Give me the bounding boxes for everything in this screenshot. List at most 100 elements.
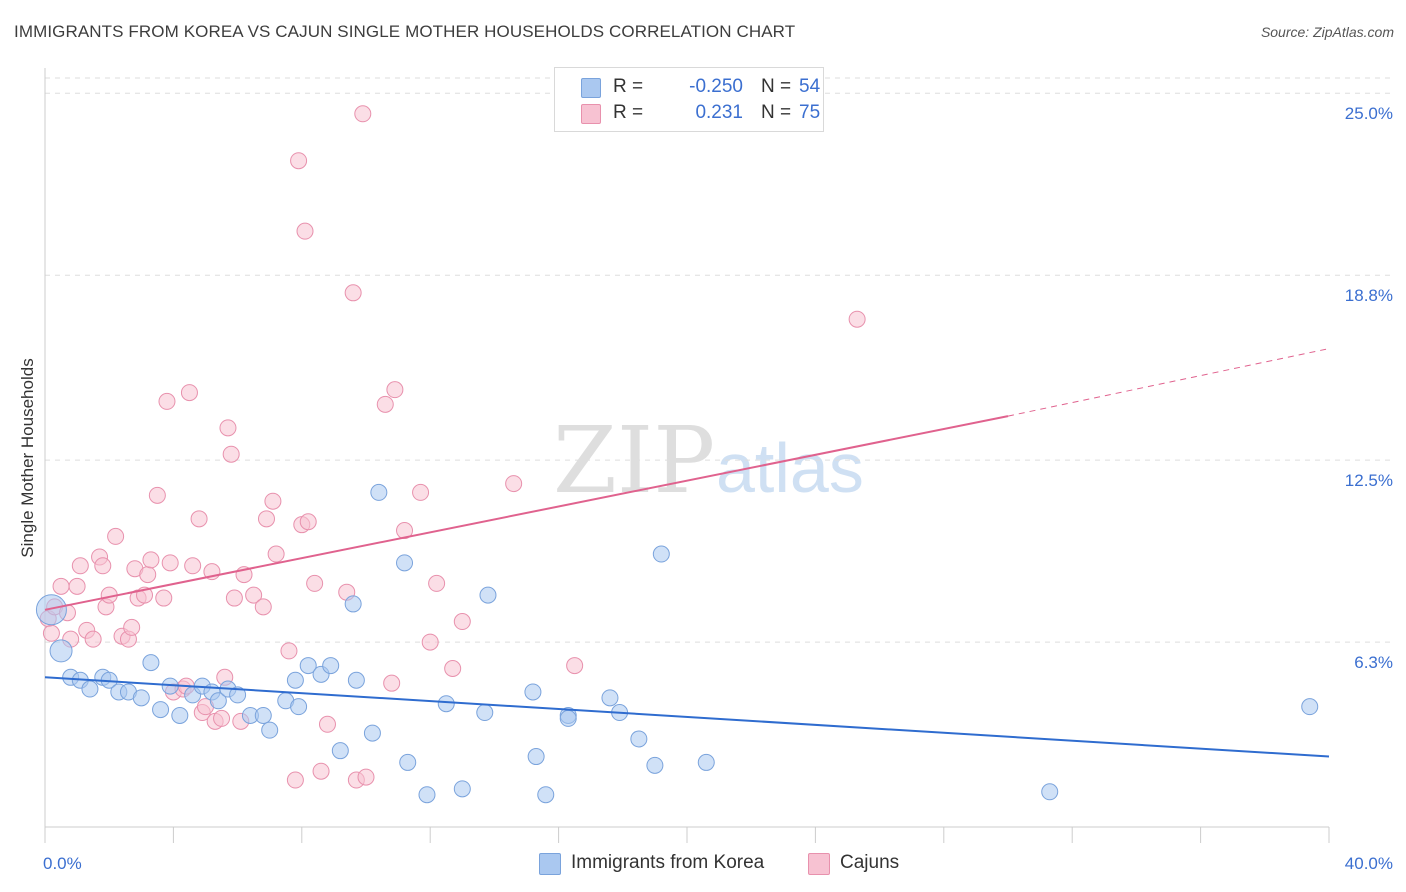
korea-point — [261, 721, 279, 739]
bottom-korea-swatch — [539, 853, 561, 875]
cajun-point — [71, 557, 89, 575]
cajun-point — [190, 510, 208, 528]
y-tick-label: 25.0% — [1345, 104, 1393, 123]
cajun-point — [280, 642, 298, 660]
cajun-point — [566, 657, 584, 675]
korea-point — [399, 753, 417, 771]
korea-point — [524, 683, 542, 701]
korea-point — [479, 586, 497, 604]
korea-point — [344, 595, 362, 613]
cajun-point — [376, 395, 394, 413]
y-tick-label: 12.5% — [1345, 471, 1393, 490]
korea-point — [331, 742, 349, 760]
korea-point — [418, 786, 436, 804]
korea-point — [286, 671, 304, 689]
korea-point — [132, 689, 150, 707]
cajun-point — [290, 152, 308, 170]
korea-point — [527, 748, 545, 766]
korea-point — [35, 594, 67, 626]
korea-point — [290, 698, 308, 716]
bottom-korea-label: Immigrants from Korea — [571, 852, 765, 873]
korea-n-value: 54 — [799, 76, 821, 97]
cajun-swatch — [581, 104, 601, 124]
cajun-point — [299, 513, 317, 531]
korea-point — [322, 657, 340, 675]
cajun-point — [222, 445, 240, 463]
korea-point — [437, 695, 455, 713]
cajun-point — [213, 709, 231, 727]
korea-n-label: N = — [761, 76, 792, 97]
korea-point — [396, 554, 414, 572]
korea-point — [1041, 783, 1059, 801]
cajun-point — [142, 551, 160, 569]
korea-point — [363, 724, 381, 742]
cajun-point — [428, 574, 446, 592]
korea-point — [370, 483, 388, 501]
cajun-point — [453, 613, 471, 631]
korea-r-label: R = — [613, 76, 644, 97]
cajun-point — [158, 392, 176, 410]
cajun-point — [161, 554, 179, 572]
korea-point — [299, 657, 317, 675]
cajun-point — [357, 768, 375, 786]
cajun-point — [184, 557, 202, 575]
y-axis-label: Single Mother Households — [18, 358, 37, 558]
x-tick-label-min: 0.0% — [43, 854, 82, 873]
x-tick-label-max: 40.0% — [1345, 854, 1393, 873]
cajun-point — [52, 577, 70, 595]
cajun-point — [286, 771, 304, 789]
korea-point — [49, 639, 73, 663]
cajun-point — [225, 589, 243, 607]
cajun-point — [444, 660, 462, 678]
korea-point — [209, 692, 227, 710]
source-label: Source: ZipAtlas.com — [1260, 24, 1394, 40]
cajun-point — [848, 310, 866, 328]
korea-point — [646, 756, 664, 774]
cajun-point — [505, 475, 523, 493]
cajun-point — [84, 630, 102, 648]
cajun-point — [107, 527, 125, 545]
korea-point — [1301, 698, 1319, 716]
cajun-point — [245, 586, 263, 604]
korea-point — [652, 545, 670, 563]
cajun-point — [42, 624, 60, 642]
cajun-point — [264, 492, 282, 510]
correlation-legend: R = -0.250 N = 54 R = 0.231 N = 75 — [554, 67, 824, 132]
chart-title: IMMIGRANTS FROM KOREA VS CAJUN SINGLE MO… — [14, 22, 796, 41]
cajun-r-label: R = — [613, 102, 644, 123]
y-tick-label: 6.3% — [1354, 653, 1393, 672]
cajun-point — [354, 105, 372, 123]
korea-point — [81, 680, 99, 698]
cajun-point — [68, 577, 86, 595]
korea-point — [171, 706, 189, 724]
korea-point — [142, 654, 160, 672]
bottom-cajun-swatch — [808, 853, 830, 875]
korea-point — [601, 689, 619, 707]
cajun-point — [267, 545, 285, 563]
korea-r-value: -0.250 — [689, 76, 743, 97]
korea-trend-line — [44, 676, 1330, 758]
cajun-trend-extension — [1007, 348, 1330, 417]
cajun-n-value: 75 — [799, 102, 821, 123]
korea-point — [559, 709, 577, 727]
cajun-point — [123, 618, 141, 636]
korea-point — [152, 701, 170, 719]
cajun-point — [412, 483, 430, 501]
korea-point — [254, 706, 272, 724]
cajun-point — [344, 284, 362, 302]
bottom-cajun-label: Cajuns — [840, 852, 900, 873]
cajun-point — [257, 510, 275, 528]
cajun-point — [148, 486, 166, 504]
korea-point — [697, 753, 715, 771]
cajun-point — [155, 589, 173, 607]
korea-point — [537, 786, 555, 804]
cajun-point — [383, 674, 401, 692]
y-tick-label: 18.8% — [1345, 286, 1393, 305]
cajun-trend-line — [44, 415, 1009, 611]
cajun-point — [318, 715, 336, 733]
cajun-n-label: N = — [761, 102, 792, 123]
cajun-point — [139, 566, 157, 584]
cajun-point — [312, 762, 330, 780]
cajun-point — [306, 574, 324, 592]
